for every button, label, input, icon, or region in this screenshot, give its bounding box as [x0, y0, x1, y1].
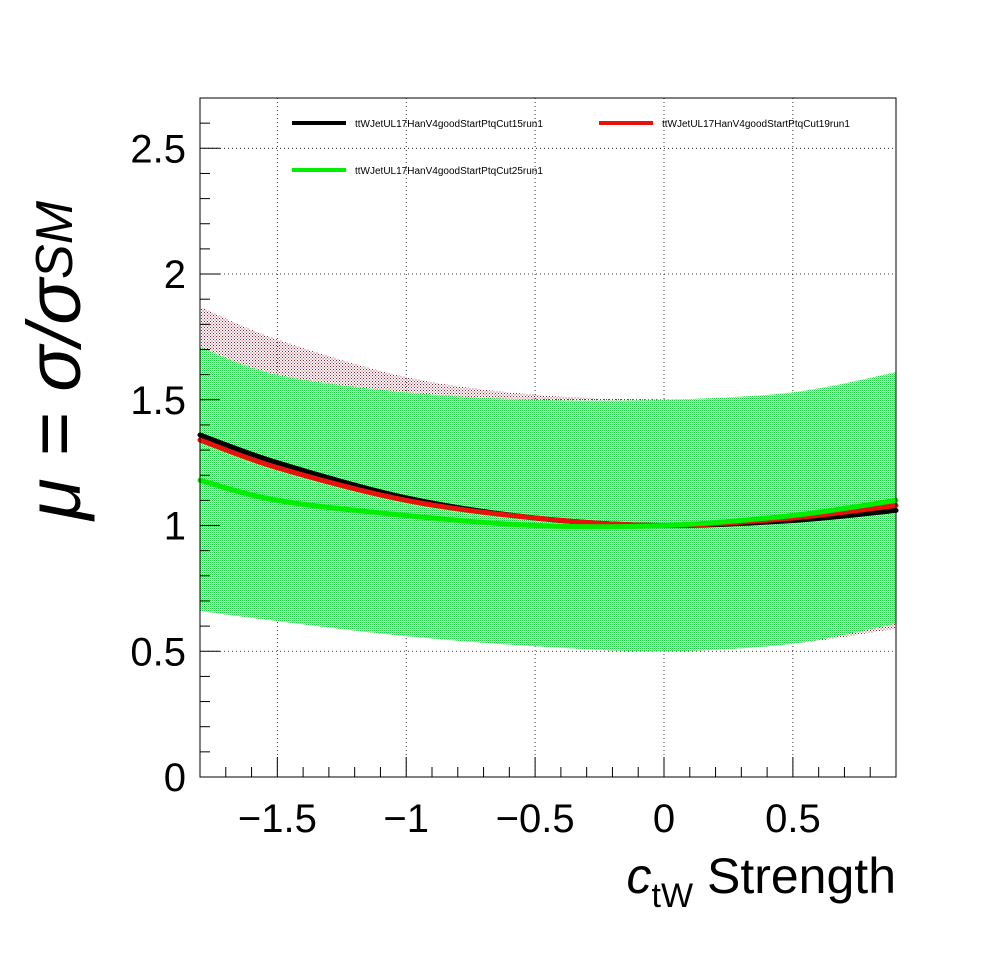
y-tick-label: 0.5 — [130, 630, 186, 674]
x-tick-label: 0.5 — [765, 797, 821, 841]
legend: ttWJetUL17HanV4goodStartPtqCut15run1 ttWJ… — [292, 119, 850, 177]
x-tick-label: −1.5 — [238, 797, 317, 841]
y-tick-label: 2.5 — [130, 127, 186, 171]
x-axis-label-sub: tW — [652, 877, 694, 915]
y-tick-label: 1 — [164, 505, 186, 549]
legend-label: ttWJetUL17HanV4goodStartPtqCut15run1 — [355, 119, 543, 130]
x-axis-label-suffix: Strength — [693, 848, 896, 904]
x-tick-label: −0.5 — [496, 797, 575, 841]
legend-label: ttWJetUL17HanV4goodStartPtqCut25run1 — [355, 166, 543, 177]
y-tick-label: 1.5 — [130, 379, 186, 423]
y-axis-label-main: μ = σ/σ — [12, 276, 97, 522]
y-axis-label-sub: SM — [26, 200, 84, 279]
y-axis-label: μ = σ/σSM — [12, 200, 97, 522]
x-tick-label: −1 — [383, 797, 429, 841]
series-line — [197, 477, 899, 530]
x-tick-label: 0 — [653, 797, 675, 841]
legend-label: ttWJetUL17HanV4goodStartPtqCut19run1 — [662, 119, 850, 130]
axis-ticks — [199, 97, 897, 778]
y-tick-label: 2 — [164, 253, 186, 297]
plot-frame — [199, 97, 897, 778]
uncertainty-band — [200, 346, 896, 652]
x-axis-label: ctW Strength — [627, 848, 896, 915]
series-lines — [197, 432, 899, 530]
x-axis-label-main: c — [627, 848, 652, 904]
axis-tick-labels: −1.5 −1 −0.5 0 0.5 0 0.5 1 1.5 2 2.5 — [130, 127, 820, 841]
uncertainty-bands — [200, 306, 896, 652]
y-tick-label: 0 — [164, 756, 186, 800]
